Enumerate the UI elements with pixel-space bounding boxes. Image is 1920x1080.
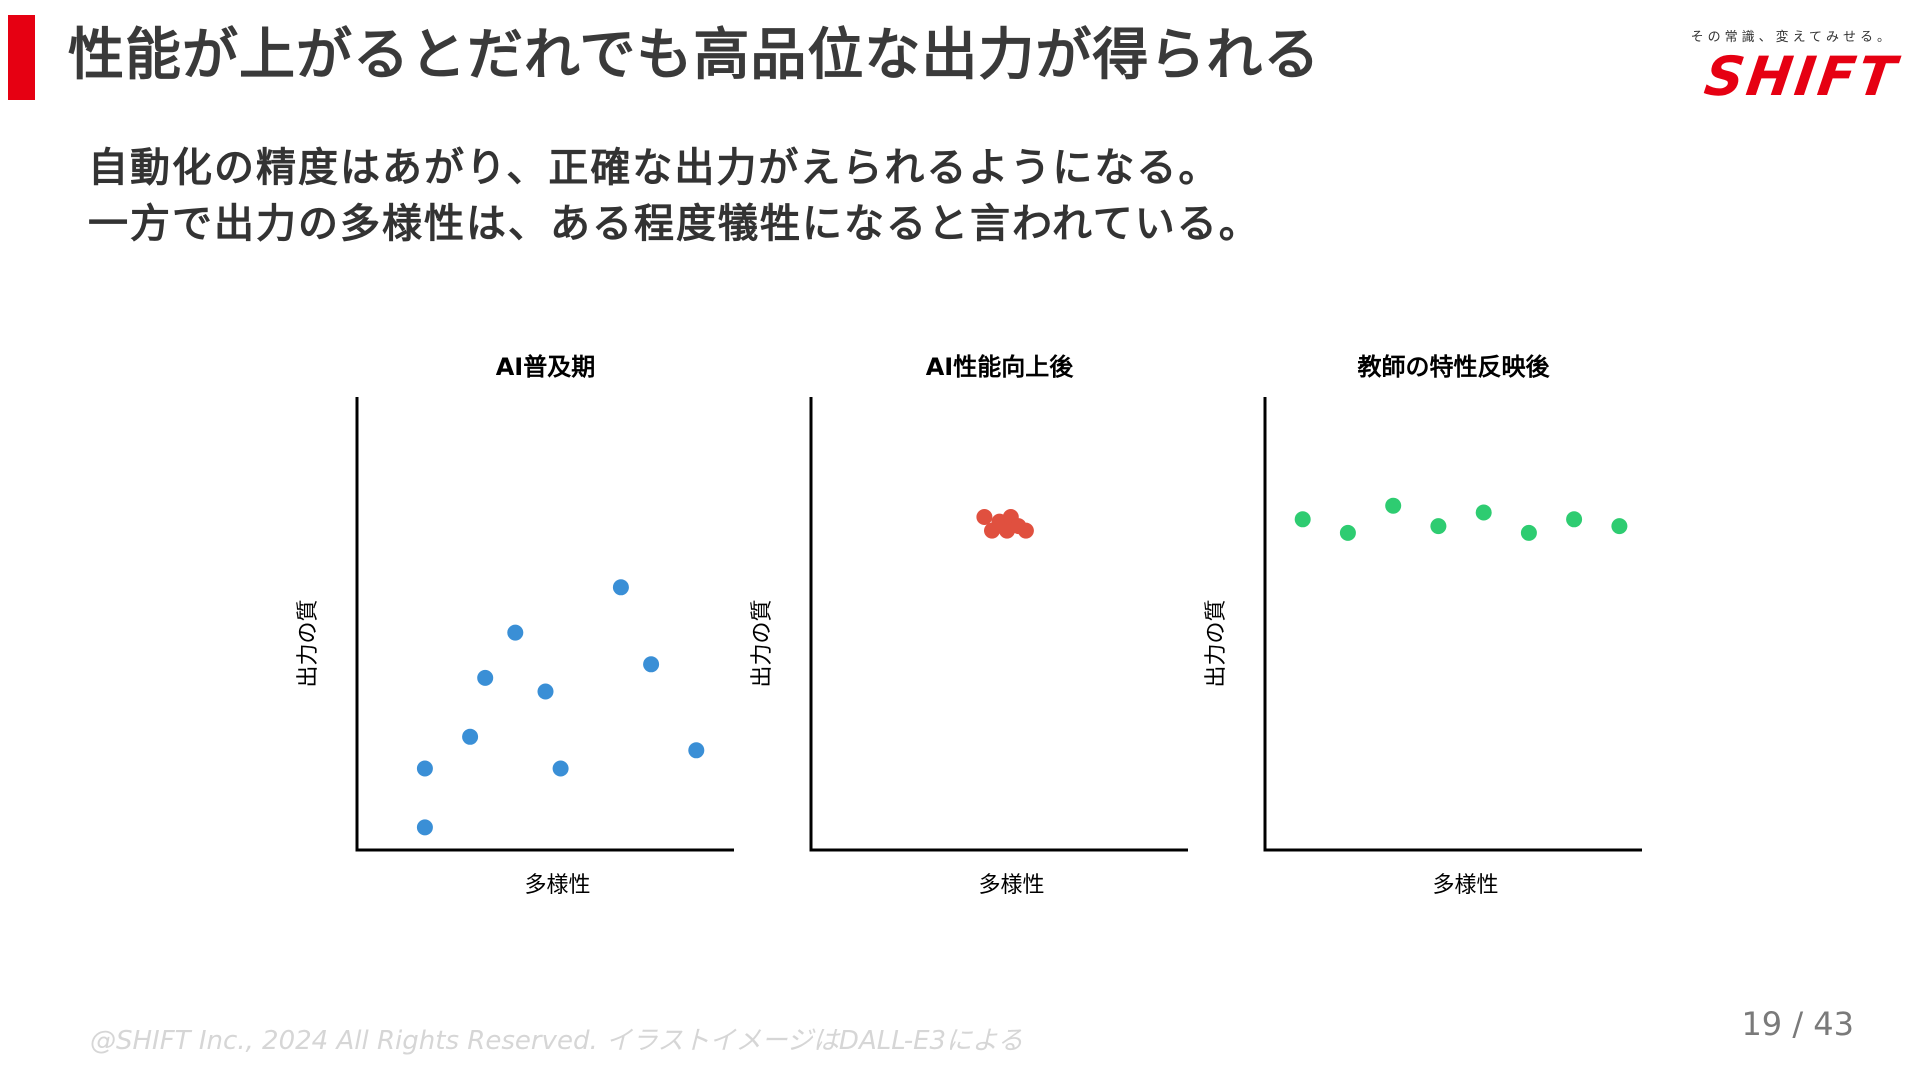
footer-copyright: @SHIFT Inc., 2024 All Rights Reserved. イ…: [90, 1026, 1024, 1056]
chart-title: AI普及期: [496, 353, 596, 381]
scatter-point: [1520, 524, 1537, 541]
scatter-point: [416, 760, 433, 777]
scatter-point: [1475, 504, 1492, 521]
y-axis-label: 出力の質: [750, 599, 775, 687]
brand-logo: その常識、変えてみせる。 SHIFT: [1678, 26, 1903, 108]
scatter-point: [1611, 518, 1628, 535]
body-text: 自動化の精度はあがり、正確な出力がえられるようになる。 一方で出力の多様性は、あ…: [88, 140, 1261, 252]
x-axis-label: 多様性: [978, 873, 1044, 898]
chart-title: 教師の特性反映後: [1358, 353, 1551, 381]
title-accent-bar: [8, 15, 35, 100]
page-number: 19 / 43: [1741, 1005, 1854, 1043]
scatter-point: [1294, 511, 1311, 528]
x-axis-label: 多様性: [524, 873, 590, 898]
scatter-point: [1339, 524, 1356, 541]
y-axis-label: 出力の質: [1204, 599, 1229, 687]
scatter-point: [643, 656, 660, 673]
page-title: 性能が上がるとだれでも高品位な出力が得られる: [68, 23, 1321, 88]
y-axis-label: 出力の質: [296, 599, 321, 687]
body-line-1: 自動化の精度はあがり、正確な出力がえられるようになる。: [88, 145, 1221, 191]
scatter-point: [507, 624, 524, 641]
scatter-point: [552, 760, 569, 777]
scatter-point: [477, 669, 494, 686]
scatter-point: [1017, 522, 1034, 539]
scatter-point: [1385, 497, 1402, 514]
logo-tagline: その常識、変えてみせる。: [1690, 30, 1894, 45]
scatter-point: [688, 742, 705, 759]
body-line-2: 一方で出力の多様性は、ある程度犠牲になると言われている。: [88, 201, 1261, 247]
x-axis-label: 多様性: [1432, 873, 1498, 898]
scatter-point: [612, 579, 629, 596]
scatter-point: [537, 683, 554, 700]
scatter-point: [416, 819, 433, 836]
chart-title: AI性能向上後: [926, 353, 1075, 381]
scatter-point: [976, 509, 993, 525]
scatter-point: [462, 728, 479, 745]
scatter-point: [1430, 518, 1447, 535]
scatter-point: [1566, 511, 1583, 528]
